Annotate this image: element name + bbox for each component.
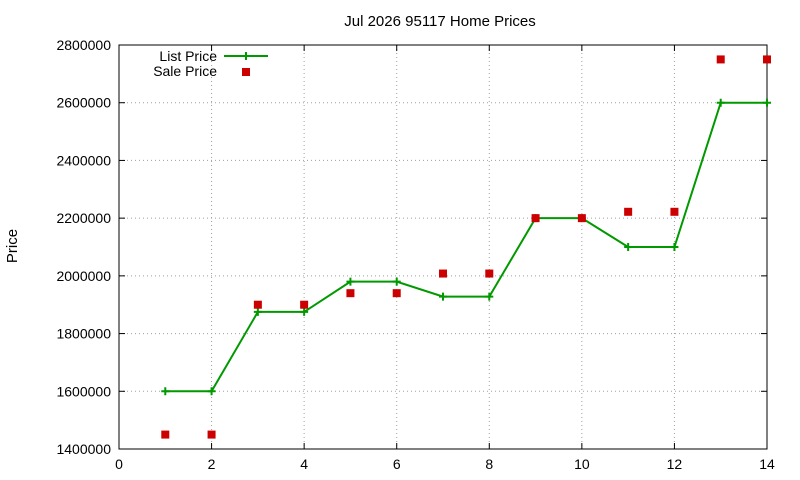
list-price-point: [300, 307, 309, 316]
plot-frame: [118, 44, 768, 450]
axis-ticks: 0 2 4 6 8 10 12 14 1400000 1600000 1800000 2000000 2…: [56, 37, 775, 472]
y-tick-label: 2800000: [56, 37, 111, 53]
sale-price-point: [670, 207, 679, 216]
list-price-point: [253, 307, 262, 316]
list-price-point: [624, 243, 633, 251]
series-layer: [161, 55, 771, 439]
list-price-line: [165, 101, 767, 393]
y-tick-label: 2200000: [56, 210, 111, 226]
list-price-point: [485, 292, 494, 301]
sale-price-point: [253, 300, 262, 309]
legend-label-list-price: List Price: [159, 48, 217, 64]
legend-marker-sale-price: [242, 68, 250, 76]
legend-marker-list-price: [242, 52, 250, 60]
y-tick-label: 1400000: [56, 441, 111, 457]
sale-price-point: [531, 214, 540, 223]
legend-label-sale-price: Sale Price: [153, 63, 217, 79]
x-tick-label: 0: [115, 456, 123, 472]
list-price-point: [161, 387, 170, 396]
sale-price-point: [485, 269, 494, 278]
list-price-point: [763, 98, 771, 107]
x-tick-label: 2: [208, 456, 216, 472]
list-price-point: [716, 98, 725, 107]
chart-title: Jul 2026 95117 Home Prices: [344, 13, 536, 30]
y-tick-label: 2000000: [56, 268, 111, 284]
sale-price-point: [763, 55, 771, 64]
sale-price-point: [300, 300, 309, 309]
x-tick-label: 6: [393, 456, 401, 472]
sale-price-point: [439, 269, 447, 278]
list-price-point: [670, 243, 679, 251]
x-tick-label: 14: [759, 456, 775, 472]
y-tick-label: 2400000: [56, 152, 111, 168]
x-tick-label: 8: [485, 456, 493, 472]
x-tick-label: 10: [574, 456, 590, 472]
sale-price-point: [346, 289, 355, 298]
list-price-point: [346, 277, 355, 286]
sale-price-point: [161, 430, 170, 439]
sale-price-point: [392, 289, 401, 298]
x-tick-label: 12: [667, 456, 683, 472]
y-tick-label: 2600000: [56, 95, 111, 111]
sale-price-point: [624, 207, 633, 216]
sale-price-point: [716, 55, 725, 64]
list-price-point: [207, 387, 216, 396]
sale-price-point: [577, 214, 586, 223]
y-tick-label: 1600000: [56, 383, 111, 399]
y-tick-label: 1800000: [56, 326, 111, 342]
sale-price-point: [207, 430, 216, 439]
list-price-point: [392, 277, 401, 286]
legend: List Price Sale Price: [153, 48, 268, 79]
list-price-point: [439, 292, 447, 301]
x-tick-label: 4: [300, 456, 308, 472]
y-axis-label: Price: [4, 229, 21, 263]
